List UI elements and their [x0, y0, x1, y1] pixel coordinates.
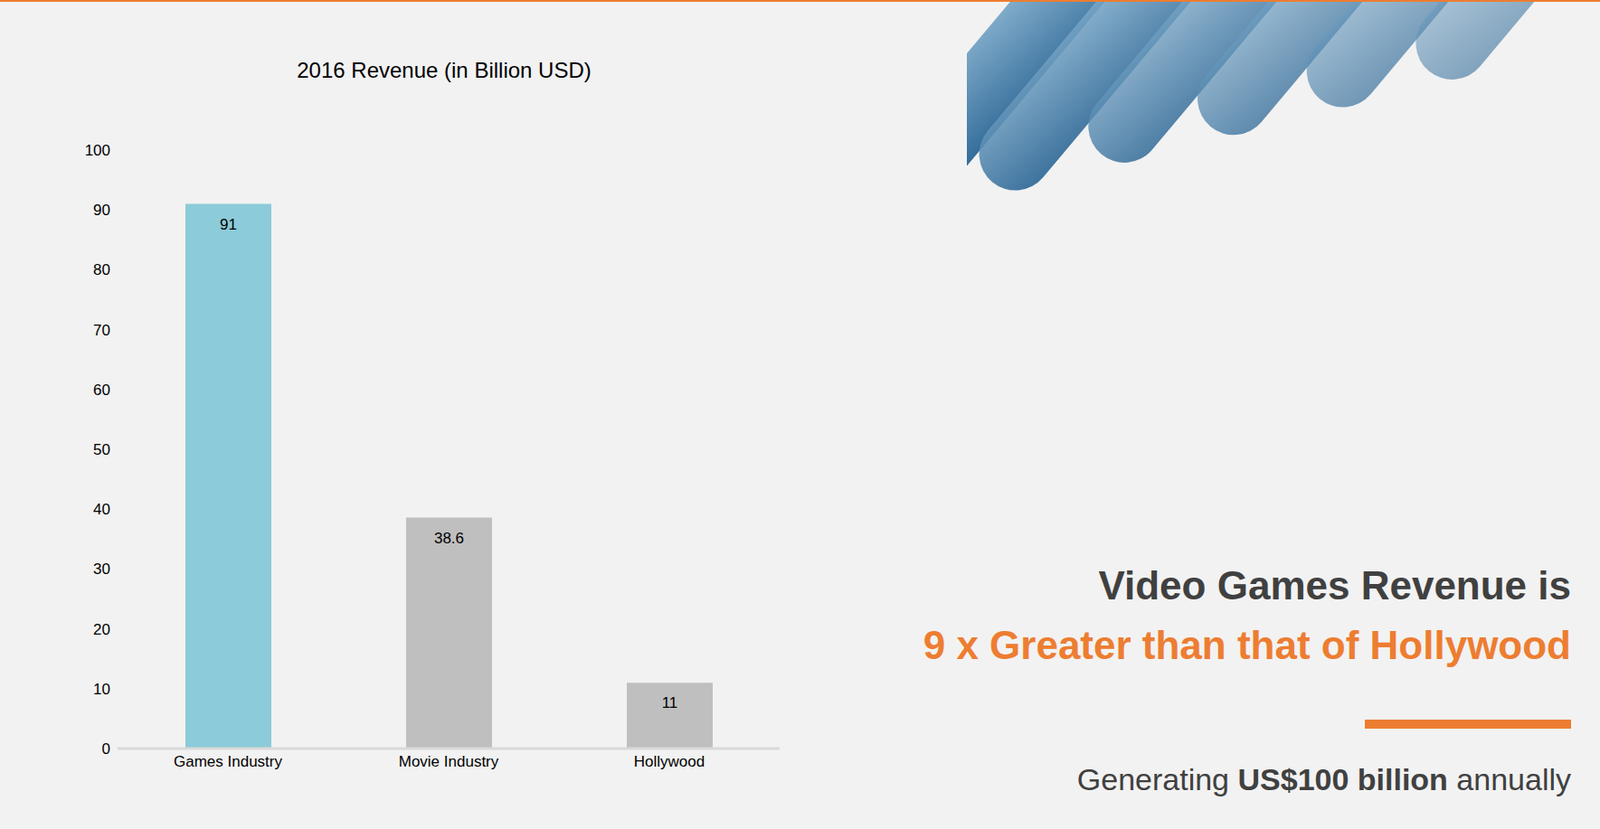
- svg-text:0: 0: [102, 740, 111, 758]
- svg-text:80: 80: [93, 261, 111, 279]
- svg-text:Movie Industry: Movie Industry: [398, 753, 500, 771]
- svg-text:40: 40: [93, 501, 111, 519]
- svg-text:50: 50: [93, 441, 111, 459]
- svg-text:38.6: 38.6: [434, 530, 464, 548]
- svg-text:Games Industry: Games Industry: [173, 753, 283, 771]
- html-text:9 x Greater than that of Holly: 9 x Greater than that of Hollywood: [923, 623, 1572, 668]
- svg-text:30: 30: [93, 560, 111, 578]
- svg-text:11: 11: [662, 694, 679, 712]
- svg-text:10: 10: [93, 681, 111, 699]
- html-text:Video Games Revenue is: Video Games Revenue is: [1098, 563, 1572, 608]
- svg-text:20: 20: [93, 621, 111, 639]
- svg-text:91: 91: [219, 216, 237, 234]
- svg-text:90: 90: [93, 201, 111, 219]
- html-text:Generating US$100 billion annu: Generating US$100 billion annually: [1077, 762, 1572, 797]
- svg-text:60: 60: [93, 381, 111, 399]
- svg-text:Hollywood: Hollywood: [634, 753, 705, 771]
- svg-text:70: 70: [93, 321, 111, 340]
- html-text:2016 Revenue (in Billion USD): 2016 Revenue (in Billion USD): [296, 57, 592, 83]
- svg-text:100: 100: [85, 142, 111, 160]
